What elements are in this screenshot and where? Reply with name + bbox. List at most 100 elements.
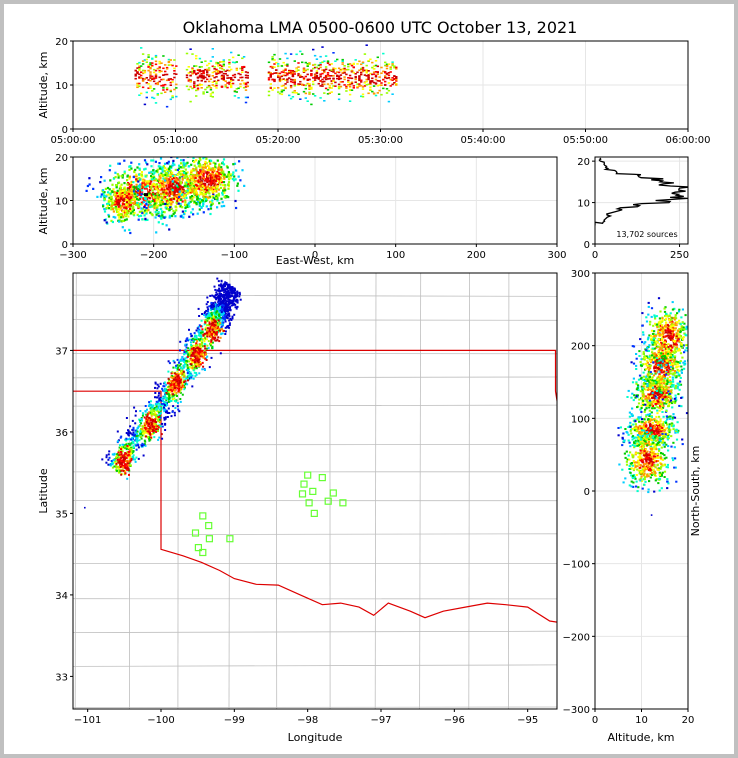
plan-view-source — [178, 376, 181, 379]
time-height-source — [297, 66, 300, 68]
ew-altitude-source — [178, 187, 181, 191]
time-height-source — [328, 85, 331, 87]
plan-view-source — [128, 450, 131, 453]
time-height-source — [162, 87, 165, 89]
plan-view-source — [157, 426, 160, 429]
ew-altitude-source — [133, 170, 136, 174]
ew-altitude-source — [124, 215, 128, 218]
time-height-source — [154, 56, 158, 58]
time-height-source — [230, 80, 233, 82]
ew-altitude-source — [172, 209, 175, 213]
ew-altitude-source — [211, 181, 214, 184]
plan-view-source — [195, 343, 197, 346]
plan-view-source — [132, 454, 135, 457]
plan-view-source — [181, 384, 184, 387]
time-height-source — [228, 83, 231, 85]
plan-view-source — [210, 313, 213, 316]
time-height-source — [213, 80, 216, 82]
plan-view-source — [191, 337, 194, 340]
ew-altitude-source — [126, 209, 129, 213]
plan-view-source — [181, 356, 184, 359]
plan-view-source — [207, 347, 210, 350]
plan-view-source — [184, 380, 187, 383]
plan-view-source — [233, 313, 236, 316]
plan-view-source — [112, 453, 115, 456]
time-height-source — [376, 71, 379, 74]
ew-altitude-source — [109, 192, 112, 195]
plan-view-source — [171, 372, 174, 374]
ew-altitude-source — [213, 190, 216, 193]
plan-view-source — [215, 297, 218, 299]
plan-view-source — [201, 350, 204, 353]
plan-view-source — [189, 341, 192, 344]
plan-view-source — [144, 423, 147, 426]
ew-altitude-source — [155, 231, 158, 234]
plan-view-source — [220, 325, 223, 328]
ew-altitude-source — [207, 171, 210, 174]
time-height-source — [145, 58, 148, 61]
ew-altitude-source — [154, 196, 157, 199]
ew-altitude-source — [111, 202, 115, 205]
ew-altitude-source — [189, 200, 192, 203]
plan-view-source — [122, 460, 125, 463]
oklahoma-border — [73, 349, 557, 623]
time-height-source — [299, 50, 302, 53]
plan-view-source — [158, 408, 161, 411]
time-height-source — [273, 87, 276, 89]
time-height-source — [332, 70, 335, 72]
ew-altitude-source — [205, 171, 208, 174]
plan-view-source — [153, 436, 156, 439]
time-height-source — [160, 84, 163, 87]
plan-view-source — [223, 291, 226, 294]
ew-altitude-source — [116, 195, 120, 198]
time-height-source — [280, 93, 284, 96]
plan-view-source — [191, 362, 193, 364]
time-height-source — [228, 61, 231, 64]
ew-altitude-source — [120, 175, 123, 178]
plan-view-source — [111, 461, 114, 464]
ew-altitude-source — [171, 201, 174, 204]
plan-view-source — [198, 356, 201, 359]
time-height-source — [209, 60, 213, 62]
plan-view-source — [226, 291, 229, 294]
plan-view-source — [216, 289, 219, 292]
ew-altitude-source — [132, 185, 135, 188]
plan-view-source — [160, 402, 163, 405]
ew-altitude-source — [132, 175, 135, 179]
plan-view-source — [207, 340, 210, 343]
plan-view-source — [156, 425, 159, 428]
plan-view-source — [126, 462, 129, 465]
ew-altitude-source — [137, 206, 140, 209]
time-height-source — [141, 80, 145, 82]
time-height-source — [352, 87, 355, 89]
time-height-source — [277, 87, 280, 89]
time-height-source — [372, 81, 376, 84]
plan-view-source — [168, 380, 171, 383]
time-height-source — [326, 83, 330, 85]
time-height-source — [138, 77, 141, 79]
ew-altitude-source — [162, 165, 165, 168]
ew-altitude-source — [176, 183, 179, 186]
ew-altitude-source — [178, 182, 181, 185]
time-height-source — [213, 66, 216, 68]
time-height-source — [141, 86, 145, 89]
ew-altitude-source — [211, 190, 214, 193]
plan-view-source — [196, 359, 199, 362]
time-height-source — [220, 74, 224, 77]
plan-view-source — [234, 303, 237, 306]
plan-view-source — [162, 396, 165, 399]
time-height-source — [321, 85, 324, 87]
time-height-source — [293, 60, 296, 62]
plan-view-source — [205, 314, 208, 316]
ew-altitude-source — [138, 173, 141, 176]
ew-altitude-source — [184, 203, 187, 206]
ew-altitude-source — [233, 162, 237, 165]
time-height-source — [219, 67, 222, 69]
plan-view-source — [136, 433, 139, 436]
ew-altitude-source — [128, 228, 131, 231]
ew-altitude-source — [137, 198, 140, 201]
time-height-source — [220, 61, 224, 63]
plan-view-source — [131, 436, 134, 439]
ew-altitude-source — [116, 197, 119, 200]
time-height-source — [241, 57, 244, 60]
